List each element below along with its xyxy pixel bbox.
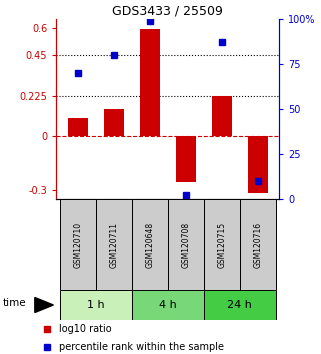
Title: GDS3433 / 25509: GDS3433 / 25509 <box>112 5 223 18</box>
Bar <box>168 199 204 290</box>
Text: log10 ratio: log10 ratio <box>59 324 112 333</box>
Text: time: time <box>3 298 26 308</box>
Bar <box>132 199 168 290</box>
Bar <box>240 199 276 290</box>
Text: GSM120716: GSM120716 <box>253 222 262 268</box>
Bar <box>68 118 88 136</box>
Polygon shape <box>35 297 53 313</box>
Bar <box>140 29 160 136</box>
Bar <box>204 290 276 320</box>
Text: GSM120711: GSM120711 <box>109 222 118 268</box>
Bar <box>104 109 124 136</box>
Bar <box>96 199 132 290</box>
Bar <box>60 199 96 290</box>
Text: GSM120710: GSM120710 <box>73 222 82 268</box>
Text: 24 h: 24 h <box>227 300 252 310</box>
Text: 1 h: 1 h <box>87 300 105 310</box>
Text: 4 h: 4 h <box>159 300 177 310</box>
Text: GSM120648: GSM120648 <box>145 222 154 268</box>
Text: GSM120715: GSM120715 <box>217 222 226 268</box>
Bar <box>60 290 132 320</box>
Bar <box>248 136 268 193</box>
Bar <box>132 290 204 320</box>
Bar <box>204 199 240 290</box>
Bar <box>212 96 231 136</box>
Text: GSM120708: GSM120708 <box>181 222 190 268</box>
Bar <box>176 136 195 182</box>
Text: percentile rank within the sample: percentile rank within the sample <box>59 342 224 352</box>
